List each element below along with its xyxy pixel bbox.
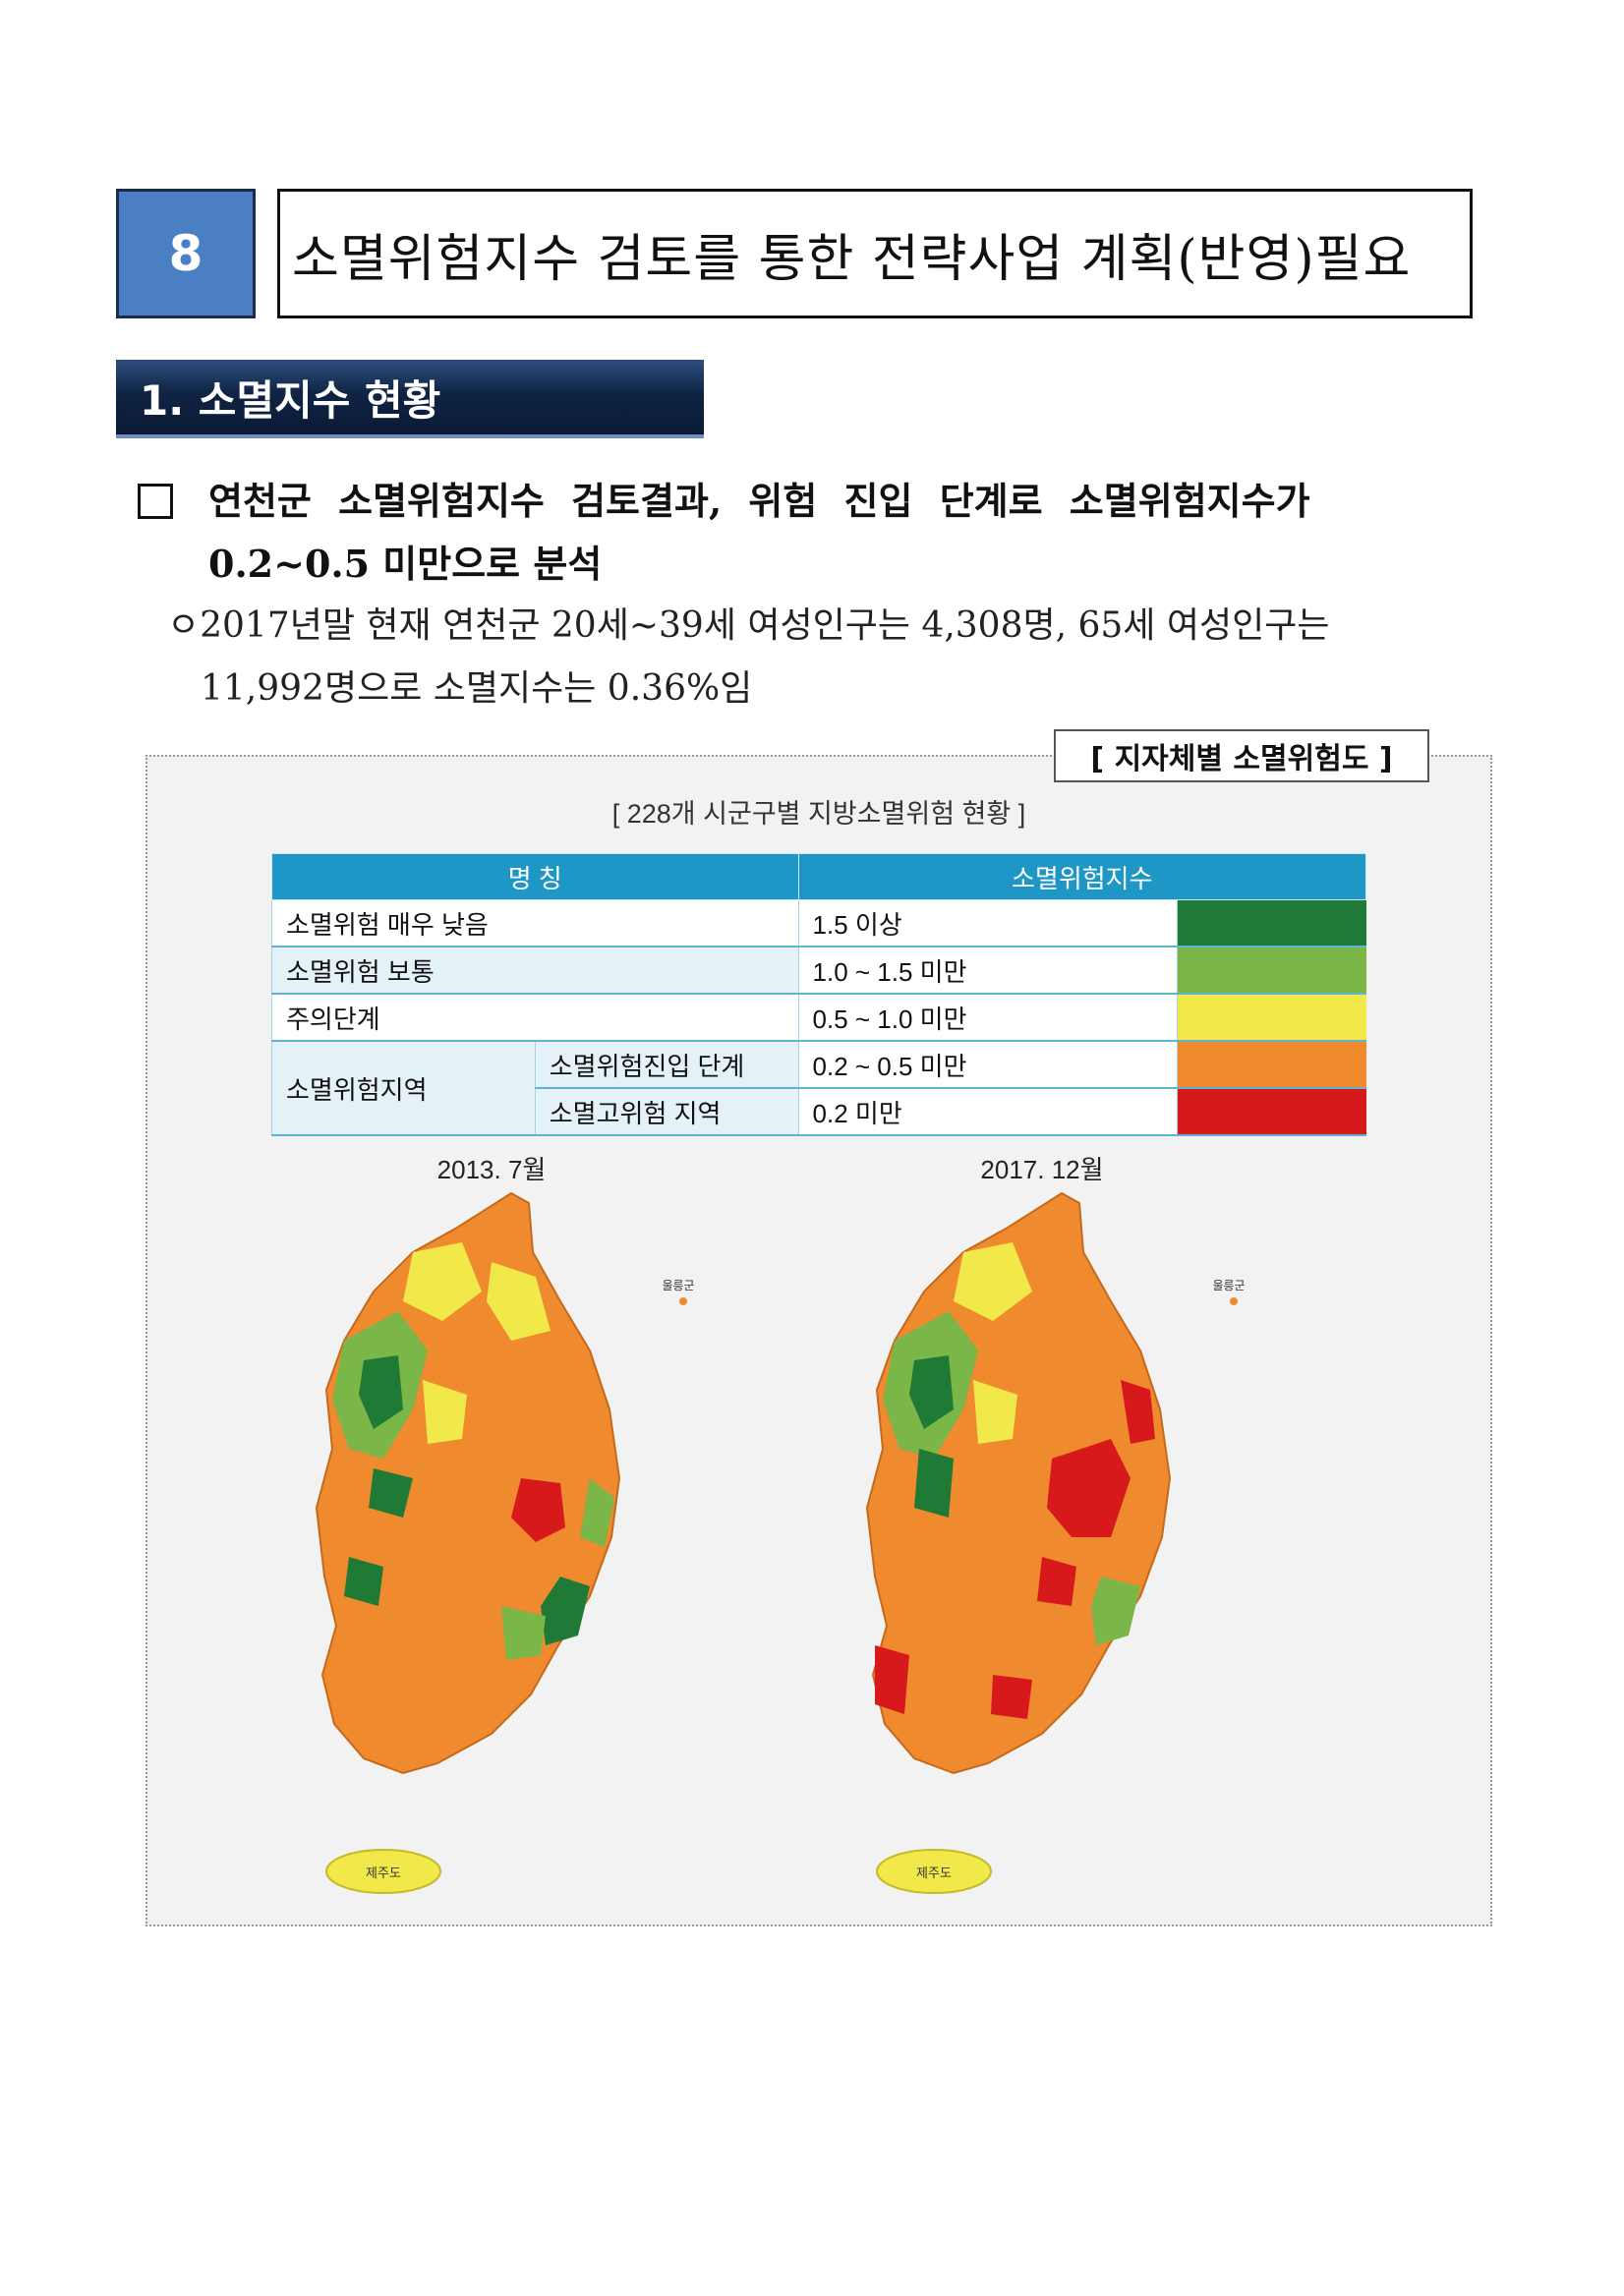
legend-row: 주의단계 0.5 ~ 1.0 미만	[271, 994, 1366, 1042]
legend-swatch-caution	[1177, 994, 1366, 1042]
map-title-2013: 2013. 7월	[436, 1155, 547, 1184]
korea-map-2013: 제주도 울릉군	[315, 1191, 695, 1894]
page-title-text: 소멸위험지수 검토를 통한 전략사업 계획(반영)필요	[292, 229, 1412, 289]
main-bullet-line1: 연천군 소멸위험지수 검토결과, 위험 진입 단계로 소멸위험지수가	[208, 479, 1310, 523]
jeju-label: 제주도	[916, 1866, 952, 1880]
ulleung-label: 울릉군	[1212, 1279, 1245, 1292]
legend-value: 0.2 ~ 0.5 미만	[797, 1041, 1178, 1089]
checkbox-bullet-icon	[138, 483, 173, 519]
figure-panel: [ 228개 시군구별 지방소멸위험 현황 ] 명 칭 소멸위험지수 소멸위험 …	[145, 755, 1492, 1926]
sub-bullet-line1: ㅇ2017년말 현재 연천군 20세~39세 여성인구는 4,308명, 65세…	[167, 605, 1330, 646]
legend-swatch-normal	[1177, 947, 1366, 995]
legend-name: 소멸고위험 지역	[534, 1088, 799, 1136]
legend-name: 소멸위험진입 단계	[534, 1041, 799, 1089]
legend-value: 1.5 이상	[797, 899, 1178, 947]
main-bullet: 연천군 소멸위험지수 검토결과, 위험 진입 단계로 소멸위험지수가 0.2~0…	[138, 470, 1484, 596]
figure-label: [ 지자체별 소멸위험도 ]	[1054, 729, 1429, 782]
legend-header-index: 소멸위험지수	[797, 853, 1367, 900]
legend-swatch-very-low	[1177, 899, 1366, 947]
map-2013: 2013. 7월 제주도 울릉군	[265, 1150, 718, 1917]
legend-value: 0.5 ~ 1.0 미만	[797, 994, 1178, 1042]
map-2017: 2017. 12월 제주도 울릉군	[816, 1150, 1268, 1917]
legend-swatch-high	[1177, 1088, 1366, 1136]
legend-row: 소멸위험지역 소멸위험진입 단계 0.2 ~ 0.5 미만	[271, 1041, 1366, 1136]
ulleung-label: 울릉군	[662, 1279, 694, 1292]
legend-name: 소멸위험 보통	[271, 947, 799, 995]
main-bullet-line2: 0.2~0.5 미만으로 분석	[208, 542, 603, 586]
legend-header-row: 명 칭 소멸위험지수	[271, 853, 1367, 900]
legend-name: 소멸위험 매우 낮음	[271, 899, 799, 947]
section-number-badge: 8	[116, 189, 256, 318]
legend-group-name: 소멸위험지역	[271, 1041, 536, 1136]
legend-swatch-entry	[1177, 1041, 1366, 1089]
legend-value: 1.0 ~ 1.5 미만	[797, 947, 1178, 995]
map-title-2017: 2017. 12월	[980, 1155, 1104, 1184]
korea-map-2017: 제주도 울릉군	[865, 1191, 1246, 1894]
legend-row: 소멸위험 보통 1.0 ~ 1.5 미만	[271, 947, 1366, 995]
legend-header-name: 명 칭	[271, 853, 799, 900]
sub-bullet: ㅇ2017년말 현재 연천군 20세~39세 여성인구는 4,308명, 65세…	[167, 595, 1494, 720]
legend-row: 소멸위험 매우 낮음 1.5 이상	[271, 899, 1366, 947]
legend-value: 0.2 미만	[797, 1088, 1178, 1136]
jeju-label: 제주도	[366, 1866, 401, 1880]
legend-row: 소멸고위험 지역 0.2 미만	[272, 1088, 1366, 1136]
page-title: 소멸위험지수 검토를 통한 전략사업 계획(반영)필요	[277, 189, 1473, 318]
figure-title: [ 228개 시군구별 지방소멸위험 현황 ]	[611, 799, 1026, 829]
legend-table: 명 칭 소멸위험지수 소멸위험 매우 낮음 1.5 이상 소멸위험 보통 1.0…	[271, 853, 1367, 1136]
section-heading-text: 1. 소멸지수 현황	[140, 375, 441, 425]
sub-bullet-line2: 11,992명으로 소멸지수는 0.36%임	[201, 668, 753, 709]
legend-name: 주의단계	[271, 994, 799, 1042]
section-heading: 1. 소멸지수 현황	[116, 360, 704, 438]
